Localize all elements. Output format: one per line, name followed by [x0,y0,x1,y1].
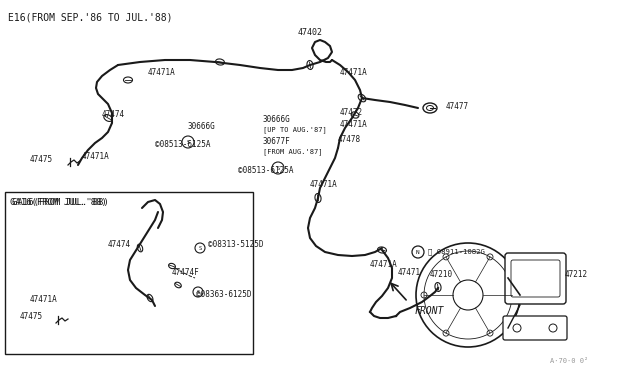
Text: FRONT: FRONT [415,306,444,316]
Text: 30666G: 30666G [263,115,291,124]
Text: 47471A: 47471A [370,260,397,269]
Text: 47474: 47474 [102,110,125,119]
Text: S: S [186,140,189,144]
Text: 47471A: 47471A [340,68,368,77]
Text: 47471: 47471 [398,268,421,277]
Text: 47475: 47475 [30,155,53,164]
Text: 47471A: 47471A [148,68,176,77]
Text: [UP TO AUG.'87]: [UP TO AUG.'87] [263,126,327,133]
Text: GA16(FROM JUL.'88): GA16(FROM JUL.'88) [10,198,107,207]
Text: E16(FROM SEP.'86 TO JUL.'88): E16(FROM SEP.'86 TO JUL.'88) [8,12,173,22]
Text: S: S [198,246,202,250]
Text: 47471A: 47471A [30,295,58,304]
Text: GA16(FROM JUL.'88): GA16(FROM JUL.'88) [12,198,109,207]
Text: Ⓝ 08911-1082G: Ⓝ 08911-1082G [428,248,485,254]
Text: 30666G: 30666G [188,122,216,131]
Text: S: S [196,289,200,295]
Text: 47471A: 47471A [82,152,109,161]
Text: ©08513-6125A: ©08513-6125A [238,166,294,175]
FancyBboxPatch shape [503,316,567,340]
FancyBboxPatch shape [511,260,560,297]
Text: 47402: 47402 [298,28,323,37]
Text: 47474: 47474 [108,240,131,249]
Text: 30677F: 30677F [263,137,291,146]
Text: A·70·0 0²: A·70·0 0² [550,358,588,364]
Text: S: S [276,166,280,170]
FancyBboxPatch shape [505,253,566,304]
Text: 47471A: 47471A [310,180,338,189]
Text: 47474F: 47474F [172,268,200,277]
Text: N: N [416,250,420,254]
Text: ©08313-5125D: ©08313-5125D [208,240,264,249]
Bar [5,192,253,354]
Text: [FROM AUG.'87]: [FROM AUG.'87] [263,148,323,155]
Text: 47472: 47472 [340,108,363,117]
Text: 47210: 47210 [430,270,453,279]
Text: 47477: 47477 [446,102,469,111]
Text: 47471A: 47471A [340,120,368,129]
Text: ©08513-6125A: ©08513-6125A [155,140,211,149]
Text: 47212: 47212 [565,270,588,279]
Text: 47478: 47478 [338,135,361,144]
Text: ©08363-6125D: ©08363-6125D [196,290,252,299]
Text: 47475: 47475 [20,312,43,321]
